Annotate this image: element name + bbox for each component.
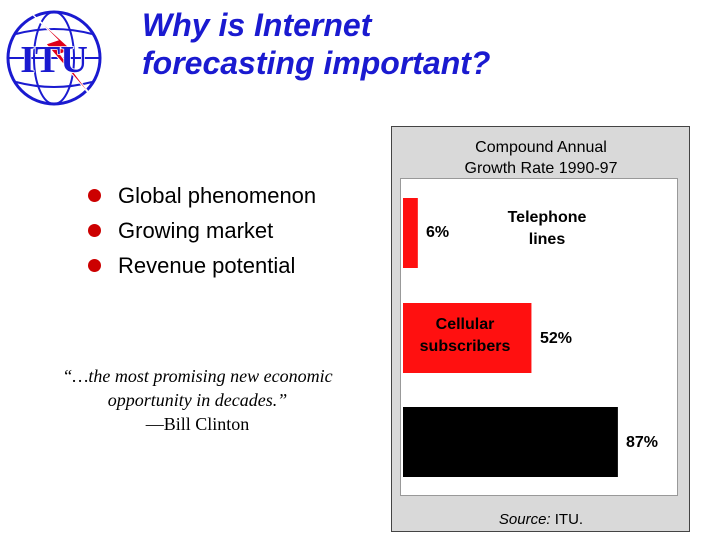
page-title: Why is Internet forecasting important?: [142, 6, 490, 82]
bullet-item: Global phenomenon: [88, 178, 316, 213]
itu-logo: ITU: [0, 2, 112, 110]
chart-title-line-2: Growth Rate 1990-97: [464, 160, 618, 177]
quote-block: “…the most promising new economic opport…: [40, 364, 355, 436]
value-label-cellular: 52%: [540, 330, 573, 347]
logo-text: ITU: [20, 39, 88, 81]
chart-source: Source: ITU.: [392, 511, 690, 528]
chart-title-line-1: Compound Annual: [475, 139, 607, 156]
chart-title: Compound Annual Growth Rate 1990-97: [392, 137, 690, 179]
source-prefix: Source:: [498, 511, 551, 528]
title-line-1: Why is Internet: [142, 7, 372, 43]
category-label-cellular: Cellular subscribers: [419, 316, 511, 355]
bullet-item: Growing market: [88, 213, 316, 248]
bullet-item: Revenue potential: [88, 248, 316, 283]
value-label-telephone: 6%: [426, 224, 450, 241]
quote-author: —Bill Clinton: [145, 414, 250, 434]
bullet-list: Global phenomenon Growing market Revenue…: [88, 178, 316, 283]
quote-text: “…the most promising new economic opport…: [62, 366, 333, 410]
source-value: ITU.: [554, 511, 584, 528]
bar-third: [403, 407, 618, 477]
category-label-telephone: Telephone lines: [507, 209, 587, 248]
title-line-2: forecasting important?: [142, 45, 491, 81]
value-label-third: 87%: [626, 434, 659, 451]
globe-icon: ITU: [6, 10, 102, 106]
bar-telephone: [403, 198, 418, 268]
bar-cellular: [403, 303, 532, 373]
